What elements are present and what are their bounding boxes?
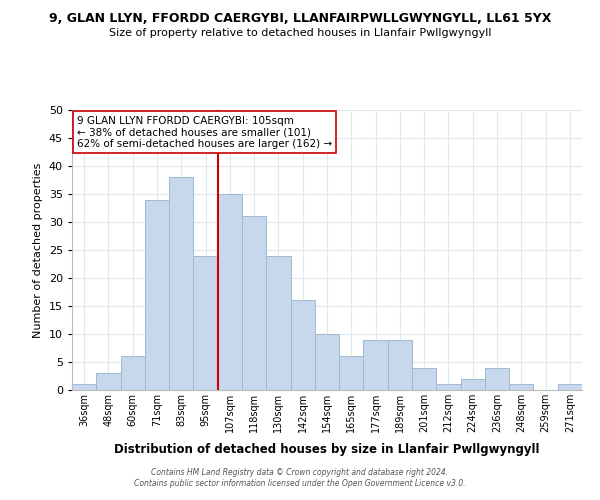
- Bar: [558, 384, 582, 390]
- Bar: [339, 356, 364, 390]
- Bar: [266, 256, 290, 390]
- Bar: [461, 379, 485, 390]
- Bar: [364, 340, 388, 390]
- Bar: [485, 368, 509, 390]
- Bar: [509, 384, 533, 390]
- Text: Contains HM Land Registry data © Crown copyright and database right 2024.
Contai: Contains HM Land Registry data © Crown c…: [134, 468, 466, 487]
- Bar: [242, 216, 266, 390]
- Bar: [315, 334, 339, 390]
- X-axis label: Distribution of detached houses by size in Llanfair Pwllgwyngyll: Distribution of detached houses by size …: [114, 444, 540, 456]
- Bar: [169, 177, 193, 390]
- Bar: [121, 356, 145, 390]
- Bar: [218, 194, 242, 390]
- Y-axis label: Number of detached properties: Number of detached properties: [33, 162, 43, 338]
- Bar: [436, 384, 461, 390]
- Bar: [96, 373, 121, 390]
- Text: 9 GLAN LLYN FFORDD CAERGYBI: 105sqm
← 38% of detached houses are smaller (101)
6: 9 GLAN LLYN FFORDD CAERGYBI: 105sqm ← 38…: [77, 116, 332, 149]
- Bar: [72, 384, 96, 390]
- Bar: [145, 200, 169, 390]
- Bar: [290, 300, 315, 390]
- Text: Size of property relative to detached houses in Llanfair Pwllgwyngyll: Size of property relative to detached ho…: [109, 28, 491, 38]
- Bar: [388, 340, 412, 390]
- Bar: [193, 256, 218, 390]
- Bar: [412, 368, 436, 390]
- Text: 9, GLAN LLYN, FFORDD CAERGYBI, LLANFAIRPWLLGWYNGYLL, LL61 5YX: 9, GLAN LLYN, FFORDD CAERGYBI, LLANFAIRP…: [49, 12, 551, 26]
